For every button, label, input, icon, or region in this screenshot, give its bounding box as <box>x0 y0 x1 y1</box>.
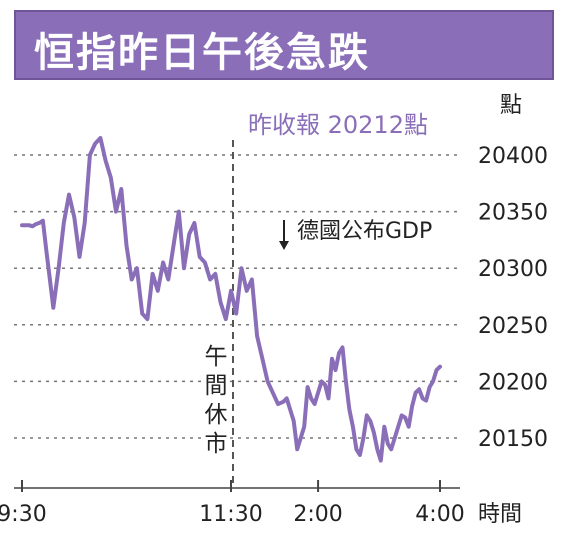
x-tick-label: 4:00 <box>415 502 464 527</box>
y-tick-label: 20250 <box>478 314 548 339</box>
chart-title: 恒指昨日午後急跌 <box>34 30 370 76</box>
x-axis-label: 時間 <box>478 502 522 527</box>
y-tick-label: 20200 <box>478 370 548 395</box>
title-bar: 恒指昨日午後急跌 <box>14 10 554 80</box>
y-tick-labels: 20400 20350 20300 20250 20200 20150 <box>478 144 548 452</box>
y-tick-label: 20150 <box>478 427 548 452</box>
x-tick-label: 2:00 <box>293 502 342 527</box>
x-tick-label: 11:30 <box>199 502 262 527</box>
y-tick-label: 20400 <box>478 144 548 169</box>
lunch-break-char: 間 <box>205 373 228 399</box>
lunch-break-char: 午 <box>205 344 228 370</box>
x-tick-label: 9:30 <box>0 502 47 527</box>
prev-close-annotation: 昨收報 20212點 <box>248 111 428 139</box>
lunch-break-char: 休 <box>205 402 228 428</box>
y-tick-label: 20350 <box>478 201 548 226</box>
y-tick-label: 20300 <box>478 257 548 282</box>
x-tick-labels: 9:30 11:30 2:00 4:00 <box>0 480 465 527</box>
series-line-hsi <box>20 136 442 463</box>
lunch-break-char: 市 <box>205 431 228 457</box>
gdp-arrow <box>279 220 289 250</box>
gdp-annotation: 德國公布GDP <box>297 219 432 244</box>
y-axis-unit: 點 <box>500 93 522 118</box>
